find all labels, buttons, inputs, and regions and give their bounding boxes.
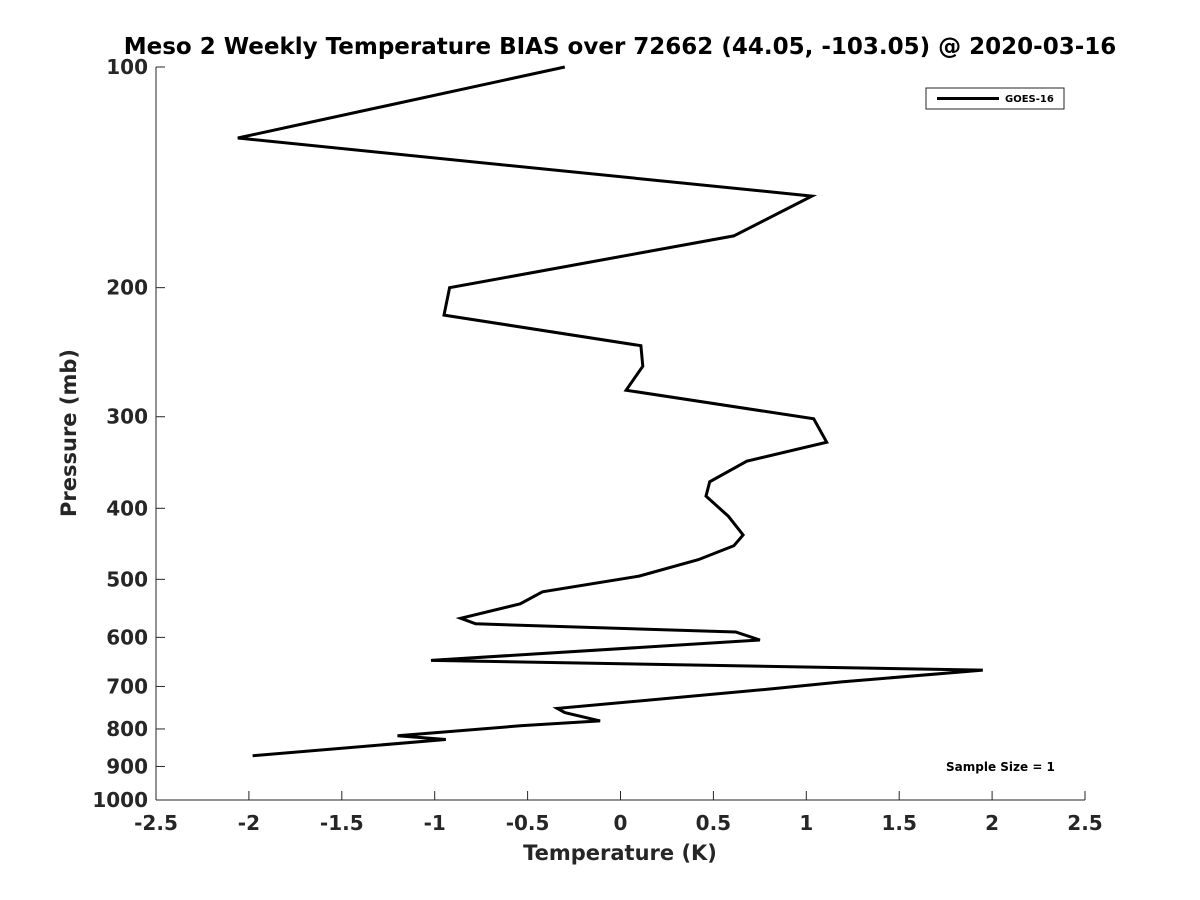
y-tick-label: 700 [106, 674, 148, 698]
legend: GOES-16 [925, 87, 1065, 110]
x-axis-label: Temperature (K) [523, 841, 717, 865]
sample-size-annotation: Sample Size = 1 [946, 760, 1055, 774]
y-tick-label: 900 [106, 754, 148, 778]
y-axis-ticks: 100 200 300 400 500 600 700 800 900 1000 [92, 55, 165, 812]
x-tick-label: -0.5 [506, 811, 550, 835]
x-tick-label: -1.5 [320, 811, 364, 835]
y-tick-label: 500 [106, 567, 148, 591]
y-tick-label: 400 [106, 496, 148, 520]
x-tick-label: -2 [238, 811, 260, 835]
series-layer [237, 65, 983, 758]
x-tick-label: 1.5 [881, 811, 916, 835]
x-tick-label: -2.5 [134, 811, 178, 835]
legend-label-goes-16: GOES-16 [1005, 94, 1054, 105]
y-tick-label: 100 [106, 55, 148, 79]
x-tick-label: 0 [614, 811, 628, 835]
y-tick-label: 600 [106, 625, 148, 649]
y-tick-label: 300 [106, 405, 148, 429]
y-tick-label: 800 [106, 717, 148, 741]
chart-title: Meso 2 Weekly Temperature BIAS over 7266… [124, 34, 1117, 60]
x-tick-label: 2 [985, 811, 999, 835]
x-axis-ticks: -2.5 -2 -1.5 -1 -0.5 0 0.5 1 1.5 2 2.5 [134, 791, 1103, 835]
x-tick-label: -1 [424, 811, 446, 835]
y-tick-label: 200 [106, 276, 148, 300]
x-tick-label: 1 [799, 811, 813, 835]
y-axis-label: Pressure (mb) [57, 349, 81, 517]
x-tick-label: 0.5 [696, 811, 731, 835]
y-tick-label: 1000 [92, 788, 148, 812]
x-tick-label: 2.5 [1067, 811, 1102, 835]
plot-area [156, 67, 1085, 800]
series-line-goes-16 [237, 65, 983, 758]
